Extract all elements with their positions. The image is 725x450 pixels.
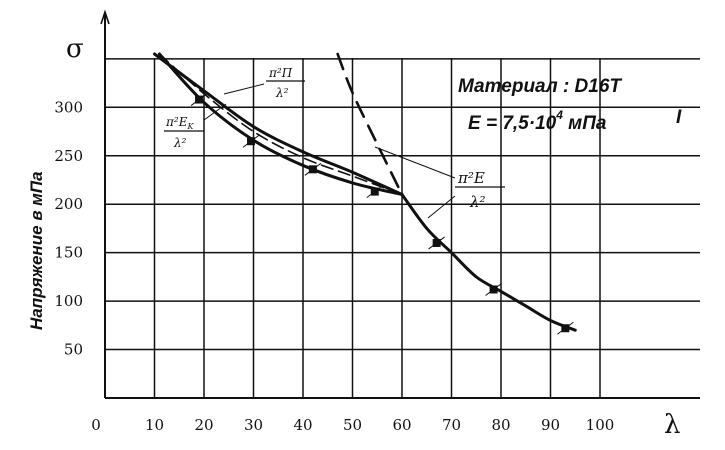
y-tick-label: 150 [54, 244, 83, 262]
x-tick-label: 70 [442, 416, 461, 434]
intermediate-dashed-curve [158, 53, 403, 196]
grid [105, 58, 700, 398]
material-label: Материал : D16T [458, 76, 622, 97]
x-tick-label: 40 [293, 416, 312, 434]
material-note: Материал : D16T E = 7,5·104 мПа I [458, 76, 682, 134]
formula-euler-denominator: λ² [469, 193, 486, 211]
y-tick-label: 300 [54, 98, 83, 116]
formula-euler-numerator: π²E [457, 169, 485, 187]
y-axis-symbol: σ [66, 34, 84, 64]
formula-critical-numerator: π²EK [165, 115, 194, 131]
formula-euler: π²E λ² [374, 146, 505, 219]
y-axis-label: Напряжение в мПа [27, 171, 46, 330]
modulus-base: E = 7,5·10 [468, 113, 557, 134]
formula-critical: π²EK λ² [164, 103, 227, 150]
data-point-tick [242, 134, 260, 148]
euler-extension-dashed-curve [336, 52, 404, 196]
modulus-label: E = 7,5·104 мПа [468, 108, 607, 134]
y-tick-label: 50 [64, 341, 83, 359]
y-axis-arrow [100, 9, 110, 25]
formula-critical-denominator: λ² [173, 136, 187, 150]
x-tick-label: 20 [194, 416, 213, 434]
x-tick-label: 60 [392, 416, 411, 434]
critical-stress-curve [157, 52, 404, 197]
data-point-tick [366, 185, 384, 199]
data-markers [190, 93, 574, 335]
formula-ultimate-denominator: λ² [275, 86, 289, 100]
x-tick-label: 100 [586, 416, 615, 434]
x-tick-label: 90 [541, 416, 560, 434]
x-tick-label: 80 [491, 416, 510, 434]
x-tick-label: 10 [145, 416, 164, 434]
y-tick-label: 250 [54, 147, 83, 165]
axes [100, 9, 700, 399]
data-point-tick [428, 236, 445, 250]
y-tick-label: 100 [54, 292, 83, 310]
y-tick-label: 200 [54, 195, 83, 213]
ibeam-section-symbol: I [676, 107, 682, 128]
data-point-tick [485, 283, 502, 296]
curves [153, 52, 577, 332]
data-point-tick [304, 162, 322, 176]
x-tick-label: 0 [91, 416, 101, 434]
modulus-unit: мПа [563, 113, 607, 134]
x-tick-label: 30 [244, 416, 263, 434]
tick-labels: 0 10 20 30 40 50 60 70 80 90 100 50 100 150 200 250 300 [54, 98, 614, 434]
formula-ultimate-numerator: π²Π [268, 66, 293, 80]
data-point-tick [190, 93, 208, 106]
formula-critical-num-sub: K [186, 122, 194, 131]
formula-critical-num-main: π²E [165, 115, 188, 129]
formula-ultimate: π²Π λ² [223, 66, 305, 100]
x-axis-symbol: λ [664, 410, 680, 440]
modulus-exponent: 4 [555, 108, 563, 122]
ultimate-stress-curve [153, 52, 404, 197]
euler-hyperbola-curve [400, 193, 577, 332]
data-point-tick [557, 321, 574, 335]
x-tick-label: 50 [343, 416, 362, 434]
